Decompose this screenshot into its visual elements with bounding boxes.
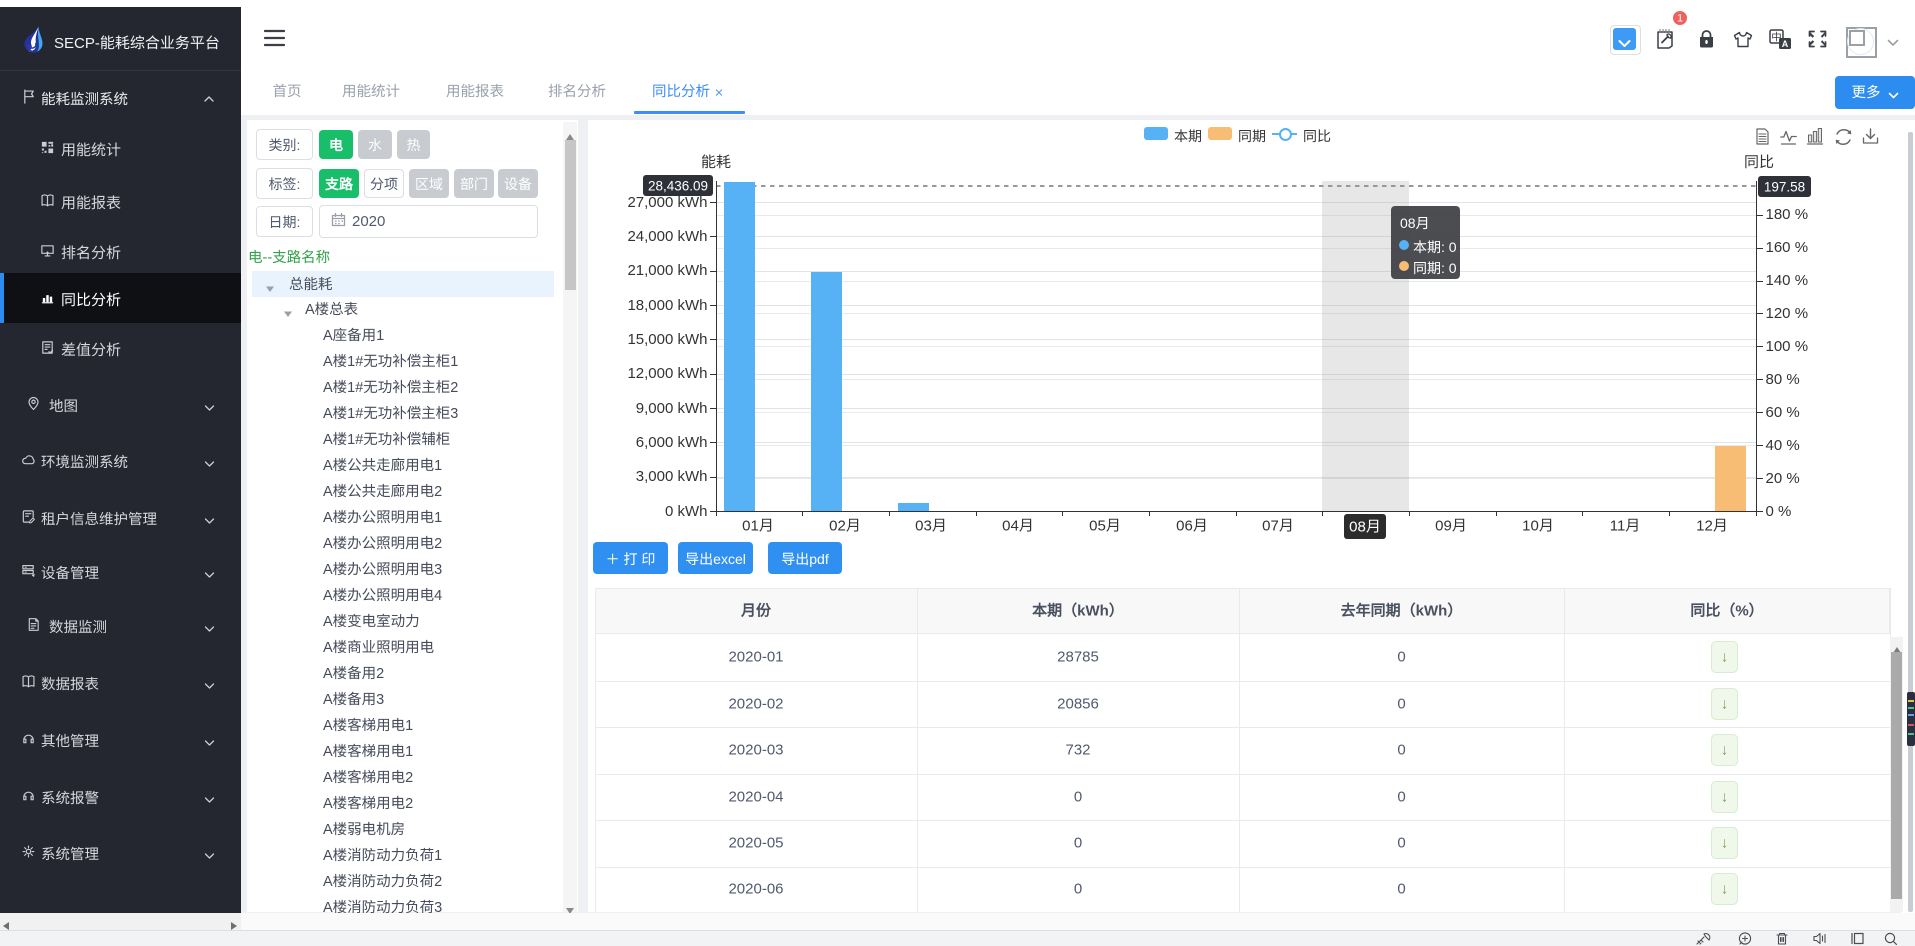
svg-text:中: 中 xyxy=(1771,30,1782,45)
svg-text:A: A xyxy=(1782,39,1789,49)
